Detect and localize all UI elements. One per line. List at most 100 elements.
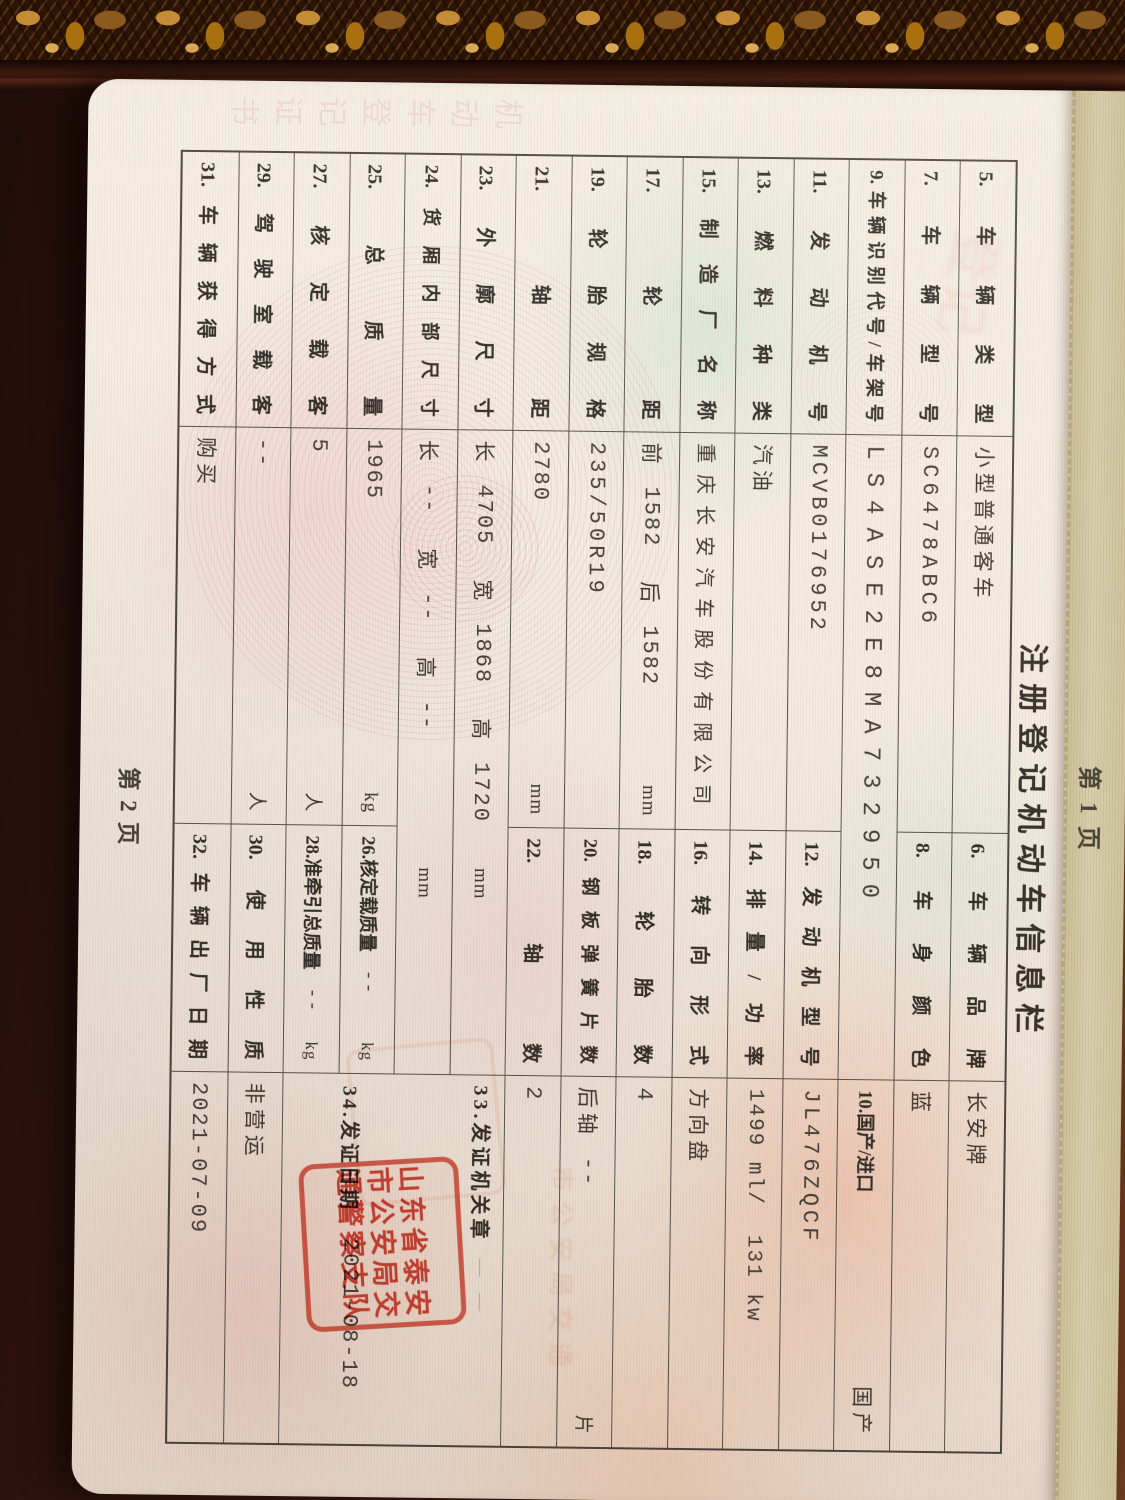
field-17-front-label: 前 (638, 442, 663, 469)
field-25-label: 25.总质量 (360, 164, 387, 417)
field-22-axle-count-value-cell: 2 (500, 1075, 561, 1447)
field-13-label: 13.燃料种类 (749, 168, 775, 422)
field-18-tire-count-label-cell: 18.轮胎数 (615, 829, 675, 1078)
field-11-engine-no-value-cell: MCVB0176952 (785, 434, 846, 832)
field-31-label: 31.车辆获得方式 (193, 161, 219, 415)
field-13-fuel-type-value-cell: 汽油 (729, 433, 791, 832)
field-26-unit: kg (357, 1042, 377, 1062)
field-23-dimensions-value-cell: 长 4705 宽 1868 高 1720 mm (449, 430, 513, 1076)
field-33-authority: 33.发证机关章 — — (466, 1085, 498, 1317)
field-23-height: 1720 (468, 761, 494, 824)
field-17-unit: mm (637, 784, 659, 817)
field-21-label: 21.轴距 (527, 166, 553, 419)
page2-number-label: 第2页 (115, 767, 142, 855)
field-21-value: 2780 (527, 441, 554, 503)
vehicle-info-table: 5.车辆类型 小型普通客车 6.车辆品牌 长安牌 7.车辆型号 SC6478AB… (165, 149, 1018, 1454)
field-15-manufacturer-label-cell: 15.制造厂名称 (679, 157, 739, 434)
field-16-value: 方向盘 (685, 1088, 711, 1167)
field-31-value: 购买 (193, 436, 219, 490)
field-20-unit: 片 (571, 1414, 593, 1435)
issuing-authority-stamp: 山东省泰安 市公安局交 通警察支队 (297, 1155, 468, 1333)
field-32-label: 32.车辆出厂日期 (185, 833, 211, 1060)
field-19-value: 235/50R19 (581, 441, 609, 597)
field-16-steering-label-cell: 16.转向形式 (671, 829, 730, 1079)
field-21-wheelbase-label-cell: 21.轴距 (512, 155, 572, 432)
field-18-value: 4 (631, 1087, 657, 1103)
field-21-unit: mm (526, 783, 548, 816)
field-12-label: 12.发动机型号 (797, 841, 823, 1067)
field-23-length-label: 长 (471, 440, 497, 467)
field-11-value: MCVB0176952 (803, 444, 831, 634)
field-9-value: LS4ASE2E8MA732950 (854, 445, 888, 912)
field-14-value: 1499 ml/ 131 kw (740, 1088, 767, 1323)
field-7-vehicle-model-value-cell: SC6478ABC6 (896, 435, 957, 834)
field-8-body-color-value-cell: 蓝 (888, 1080, 949, 1452)
field-24-height: -- (413, 700, 440, 732)
field-24-label: 24.货厢内部尺寸 (417, 164, 442, 417)
field-11-engine-no-label-cell: 11.发动机号 (790, 159, 850, 435)
page-title: 注册登记机动车信息栏 (1010, 643, 1049, 1044)
field-19-tire-size-value-cell: 235/50R19 (563, 431, 624, 830)
field-17-label: 17.轮距 (638, 167, 664, 420)
field-16-steering-value-cell: 方向盘 (666, 1077, 727, 1449)
certificate-page: 第1页 机动车登记证书 登记 市公安局交通 注册登记机动车信息栏 5.车辆类型 … (71, 78, 1125, 1500)
field-26-value: -- (357, 969, 378, 996)
field-23-dimensions-label-cell: 23.外廓尺寸 (457, 155, 516, 431)
field-10-origin-cell: 10.国产/进口 国产 (833, 1079, 894, 1451)
field-9-vin-label-cell: 9.车辆识别代号/车架号 (845, 159, 905, 436)
field-15-label: 15.制造厂名称 (694, 168, 720, 421)
field-7-label: 7.车辆型号 (916, 170, 942, 424)
field-13-value: 汽油 (749, 443, 774, 497)
field-6-vehicle-brand-label-cell: 6.车辆品牌 (948, 833, 1008, 1082)
field-8-label: 8.车身颜色 (908, 842, 934, 1069)
page1-number-label: 第1页 (1074, 765, 1102, 863)
field-24-width: -- (414, 592, 441, 623)
field-30-use-character-label-cell: 30.使用性质 (227, 824, 286, 1074)
field-5-label: 5.车辆类型 (971, 171, 997, 424)
field-14-label: 14.排量/功率 (741, 840, 767, 1066)
field-32-manufacture-date-label-cell: 32.车辆出厂日期 (171, 823, 231, 1073)
field-7-vehicle-model-label-cell: 7.车辆型号 (901, 160, 961, 437)
page2-surface: 机动车登记证书 登记 市公安局交通 注册登记机动车信息栏 5.车辆类型 小型普通… (71, 78, 1073, 1500)
field-15-value: 重庆长安汽车股份有限公司 (689, 443, 716, 816)
field-31-acquisition-value-cell: 购买 (174, 426, 235, 825)
field-10-value: 国产 (848, 1386, 874, 1439)
ghost-bleed-text-left: 机动车登记证书 (216, 90, 525, 127)
field-23-height-label: 高 (468, 717, 493, 745)
field-11-label: 11.发动机号 (805, 169, 831, 422)
field-33-dashes: — — (470, 1258, 492, 1318)
field-29-label: 29.驾驶室载客 (249, 162, 275, 415)
field-27-value: 5 (305, 438, 332, 454)
field-17-rear-label: 后 (636, 581, 662, 608)
field-17-front-value: 1582 (638, 486, 664, 548)
field-17-rear-value: 1582 (636, 625, 663, 687)
field-29-cab-passengers-value-cell: -- 人 (230, 427, 291, 826)
field-22-label: 22.轴数 (519, 838, 545, 1064)
field-30-value: 非营运 (241, 1082, 267, 1161)
field-8-body-color-label-cell: 8.车身颜色 (893, 832, 952, 1082)
field-17-wheel-track-value-cell: 前 1582 后 1582 mm (618, 432, 680, 830)
field-14-displacement-power-label-cell: 14.排量/功率 (726, 830, 786, 1080)
field-22-axle-count-label-cell: 22.轴数 (504, 827, 564, 1077)
field-12-engine-model-value-cell: JL476ZQCF (777, 1079, 838, 1450)
field-12-value: JL476ZQCF (796, 1089, 824, 1245)
field-24-unit: mm (414, 867, 436, 899)
field-15-manufacturer-value-cell: 重庆长安汽车股份有限公司 (674, 432, 735, 831)
field-6-vehicle-brand-value-cell: 长安牌 (944, 1081, 1005, 1452)
field-20-axle: 后轴 (574, 1086, 600, 1139)
field-29-value: -- (250, 437, 276, 469)
field-32-manufacture-date-value-cell: 2021-07-09 (167, 1072, 227, 1443)
field-23-width-label: 宽 (470, 579, 495, 606)
field-31-acquisition-label-cell: 31.车辆获得方式 (179, 151, 239, 428)
field-25-total-mass-value-cell: 1965 kg (341, 428, 402, 827)
field-27-passengers-label-cell: 27.核定载客 (290, 153, 350, 429)
field-24-cargo-dimensions-label-cell: 24.货厢内部尺寸 (401, 154, 461, 431)
field-20-leaf-spring-label-cell: 20.钢板弹簧片数 (560, 828, 619, 1078)
field-28-unit: kg (302, 1041, 322, 1061)
field-28-towing-mass-cell: 28.准牵引总质量 -- kg (282, 825, 342, 1074)
field-25-value: 1965 (360, 439, 387, 501)
field-17-wheel-track-label-cell: 17.轮距 (623, 157, 683, 433)
field-24-height-label: 高 (413, 656, 439, 683)
